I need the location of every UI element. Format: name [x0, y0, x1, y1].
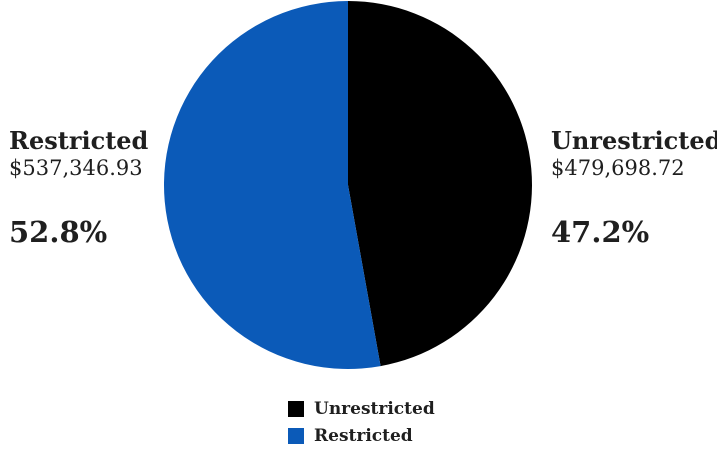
legend-swatch-restricted	[288, 427, 304, 444]
unrestricted-slice-percent: 47.2%	[551, 215, 650, 249]
restricted-slice-amount: $537,346.93	[9, 156, 143, 180]
restricted-label-group: Restricted $537,346.93 52.8%	[9, 126, 149, 250]
chart-legend: Unrestricted Restricted	[288, 395, 435, 449]
legend-item-restricted[interactable]: Restricted	[288, 422, 435, 449]
restricted-slice-percent: 52.8%	[9, 215, 108, 249]
legend-swatch-unrestricted	[288, 400, 304, 417]
legend-label-unrestricted: Unrestricted	[314, 398, 435, 419]
pie-slice-restricted[interactable]	[163, 0, 381, 369]
unrestricted-slice-amount: $479,698.72	[551, 156, 685, 180]
pie-slice-unrestricted[interactable]	[348, 1, 532, 367]
legend-label-restricted: Restricted	[314, 425, 413, 446]
restricted-slice-name: Restricted	[9, 126, 149, 155]
unrestricted-slice-name: Unrestricted	[551, 126, 717, 155]
legend-item-unrestricted[interactable]: Unrestricted	[288, 395, 435, 422]
unrestricted-label-group: Unrestricted $479,698.72 47.2%	[551, 126, 717, 250]
